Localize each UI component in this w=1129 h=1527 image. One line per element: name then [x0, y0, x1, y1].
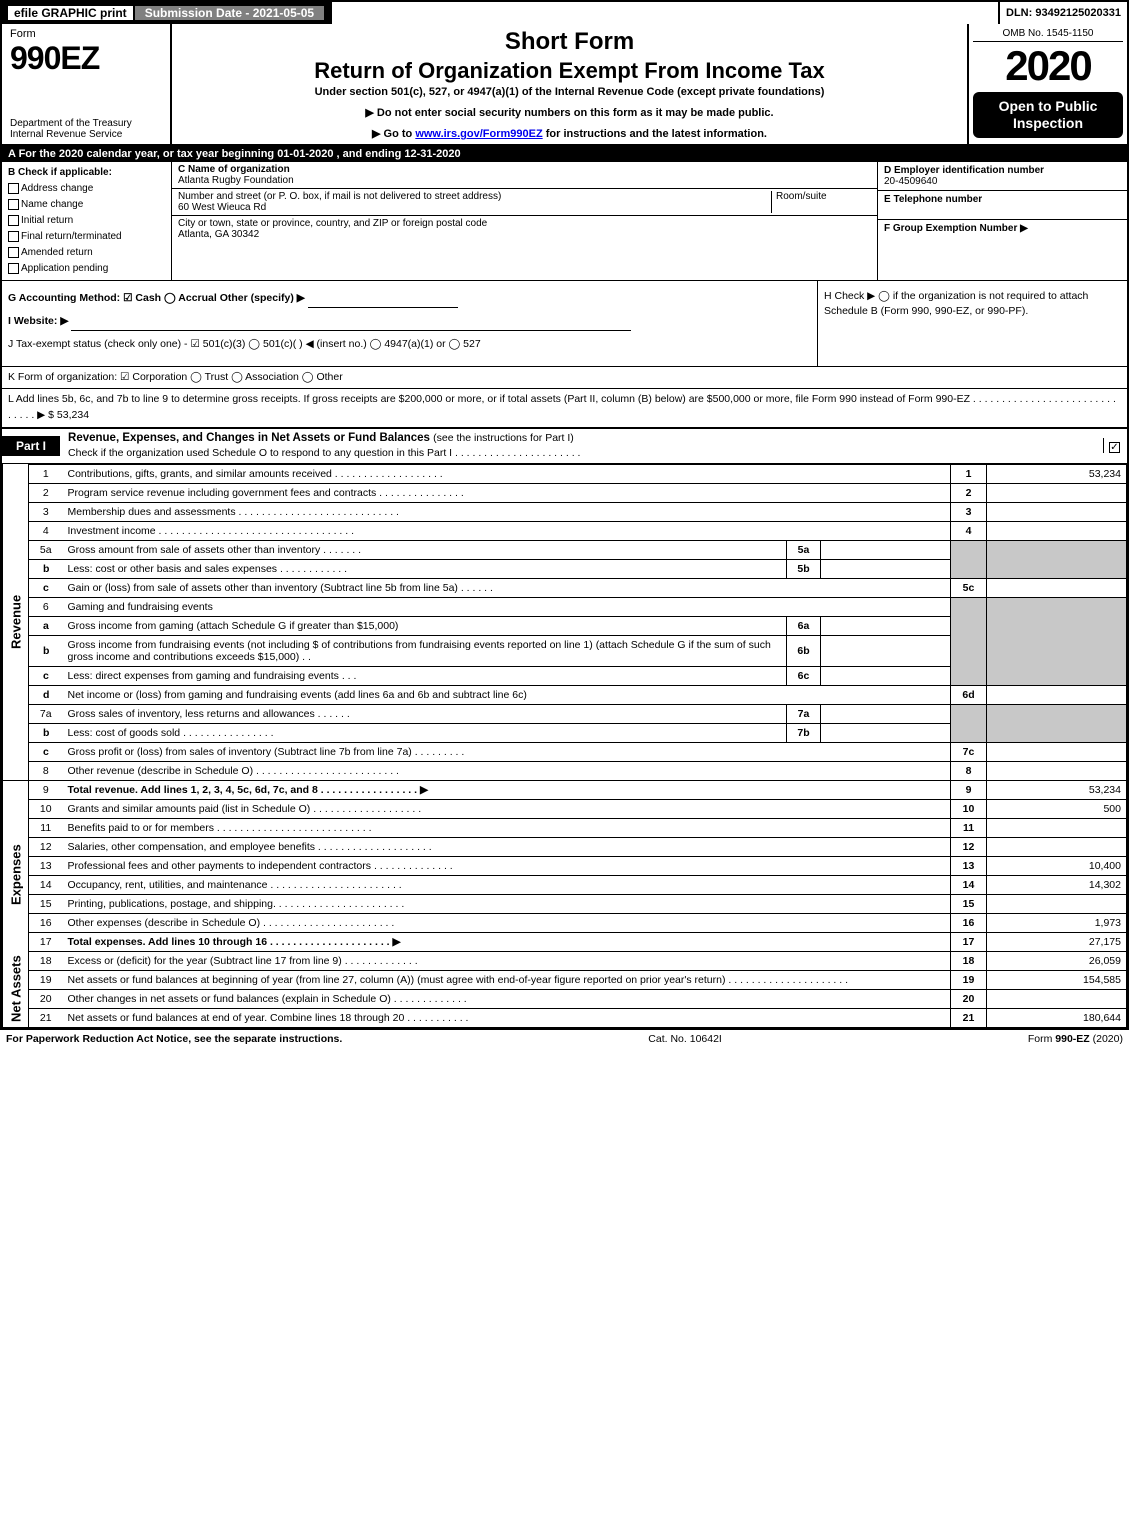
form-ref: Form 990-EZ (2020): [1028, 1033, 1123, 1045]
expenses-side-label: Expenses: [3, 799, 29, 951]
ssn-warning: ▶ Do not enter social security numbers o…: [180, 106, 959, 119]
cb-address-change[interactable]: Address change: [8, 181, 165, 197]
form-subtitle: Under section 501(c), 527, or 4947(a)(1)…: [180, 86, 959, 98]
cb-initial-return[interactable]: Initial return: [8, 213, 165, 229]
line-14: 14 Occupancy, rent, utilities, and maint…: [3, 875, 1127, 894]
catalog-number: Cat. No. 10642I: [648, 1033, 722, 1045]
line-18: Net Assets 18 Excess or (deficit) for th…: [3, 951, 1127, 970]
line-21-amount: 180,644: [987, 1008, 1127, 1027]
part-i-schedule-o-note: Check if the organization used Schedule …: [68, 447, 580, 459]
org-name-value: Atlanta Rugby Foundation: [178, 175, 294, 186]
submission-date: Submission Date - 2021-05-05: [135, 6, 326, 20]
line-4: 4 Investment income . . . . . . . . . . …: [3, 521, 1127, 540]
section-b-checkboxes: B Check if applicable: Address change Na…: [2, 162, 172, 280]
street-value: 60 West Wieuca Rd: [178, 202, 266, 213]
form-990ez-page: efile GRAPHIC print Submission Date - 20…: [0, 0, 1129, 1030]
section-d-e-f: D Employer identification number 20-4509…: [877, 162, 1127, 280]
section-c-name-address: C Name of organization Atlanta Rugby Fou…: [172, 162, 877, 280]
revenue-side-label: Revenue: [3, 464, 29, 780]
line-l-gross-receipts: L Add lines 5b, 6c, and 7b to line 9 to …: [2, 389, 1127, 428]
line-19: 19 Net assets or fund balances at beginn…: [3, 970, 1127, 989]
omb-number: OMB No. 1545-1150: [973, 28, 1123, 42]
cb-application-pending[interactable]: Application pending: [8, 261, 165, 277]
line-19-amount: 154,585: [987, 970, 1127, 989]
line-6: 6 Gaming and fundraising events: [3, 597, 1127, 616]
line-17: 17 Total expenses. Add lines 10 through …: [3, 932, 1127, 951]
efile-print-label: efile GRAPHIC print: [8, 6, 135, 20]
section-h-schedule-b: H Check ▶ ◯ if the organization is not r…: [817, 281, 1127, 366]
part-i-checkbox[interactable]: [1103, 438, 1127, 453]
tax-year: 2020: [973, 42, 1123, 90]
line-1: Revenue 1 Contributions, gifts, grants, …: [3, 464, 1127, 483]
tax-exempt-status-line: J Tax-exempt status (check only one) - ☑…: [8, 335, 811, 354]
form-number: 990EZ: [10, 40, 162, 77]
line-16: 16 Other expenses (describe in Schedule …: [3, 913, 1127, 932]
top-bar: efile GRAPHIC print Submission Date - 20…: [2, 2, 1127, 24]
org-name-label: C Name of organization: [178, 164, 290, 175]
line-11: 11 Benefits paid to or for members . . .…: [3, 818, 1127, 837]
room-suite: Room/suite: [771, 191, 871, 213]
line-9: 9 Total revenue. Add lines 1, 2, 3, 4, 5…: [3, 780, 1127, 799]
group-exemption-label: F Group Exemption Number ▶: [884, 223, 1028, 234]
line-13: 13 Professional fees and other payments …: [3, 856, 1127, 875]
city-value: Atlanta, GA 30342: [178, 229, 259, 240]
title-center: Short Form Return of Organization Exempt…: [172, 24, 967, 144]
ein-label: D Employer identification number: [884, 165, 1044, 176]
paperwork-notice: For Paperwork Reduction Act Notice, see …: [6, 1033, 342, 1045]
line-10-amount: 500: [987, 799, 1127, 818]
line-15: 15 Printing, publications, postage, and …: [3, 894, 1127, 913]
entity-block: B Check if applicable: Address change Na…: [2, 162, 1127, 281]
telephone-label: E Telephone number: [884, 194, 982, 205]
line-8: 8 Other revenue (describe in Schedule O)…: [3, 761, 1127, 780]
website-line: I Website: ▶: [8, 312, 811, 331]
instructions-link-line: ▶ Go to www.irs.gov/Form990EZ for instru…: [180, 127, 959, 140]
line-5c: c Gain or (loss) from sale of assets oth…: [3, 578, 1127, 597]
form-word: Form: [10, 28, 162, 40]
line-16-amount: 1,973: [987, 913, 1127, 932]
line-13-amount: 10,400: [987, 856, 1127, 875]
part-i-tag: Part I: [2, 436, 60, 456]
check-if-applicable-label: B Check if applicable:: [8, 165, 165, 181]
line-20: 20 Other changes in net assets or fund b…: [3, 989, 1127, 1008]
street-label: Number and street (or P. O. box, if mail…: [178, 191, 501, 202]
line-2: 2 Program service revenue including gove…: [3, 483, 1127, 502]
line-10: Expenses 10 Grants and similar amounts p…: [3, 799, 1127, 818]
line-18-amount: 26,059: [987, 951, 1127, 970]
line-3: 3 Membership dues and assessments . . . …: [3, 502, 1127, 521]
short-form-label: Short Form: [180, 28, 959, 56]
ein-value: 20-4509640: [884, 176, 937, 187]
cb-amended-return[interactable]: Amended return: [8, 245, 165, 261]
form-title: Return of Organization Exempt From Incom…: [180, 58, 959, 84]
line-k-form-of-org: K Form of organization: ☑ Corporation ◯ …: [2, 367, 1127, 390]
line-14-amount: 14,302: [987, 875, 1127, 894]
city-label: City or town, state or province, country…: [178, 218, 487, 229]
irs-link[interactable]: www.irs.gov/Form990EZ: [415, 128, 542, 140]
line-1-amount: 53,234: [987, 464, 1127, 483]
accounting-method-line: G Accounting Method: ☑ Cash ◯ Accrual Ot…: [8, 289, 811, 308]
department-line: Department of the Treasury Internal Reve…: [10, 118, 162, 140]
line-7c: c Gross profit or (loss) from sales of i…: [3, 742, 1127, 761]
tax-year-line: A For the 2020 calendar year, or tax yea…: [2, 146, 1127, 162]
line-5a: 5a Gross amount from sale of assets othe…: [3, 540, 1127, 559]
net-assets-side-label: Net Assets: [3, 951, 29, 1027]
line-6d: d Net income or (loss) from gaming and f…: [3, 685, 1127, 704]
form-id-block: Form 990EZ Department of the Treasury In…: [2, 24, 172, 144]
open-public-badge: Open to Public Inspection: [973, 92, 1123, 138]
part-i-header: Part I Revenue, Expenses, and Changes in…: [2, 428, 1127, 464]
cb-final-return[interactable]: Final return/terminated: [8, 229, 165, 245]
title-row: Form 990EZ Department of the Treasury In…: [2, 24, 1127, 146]
line-9-total-revenue: 53,234: [987, 780, 1127, 799]
cb-name-change[interactable]: Name change: [8, 197, 165, 213]
accounting-website-row: G Accounting Method: ☑ Cash ◯ Accrual Ot…: [2, 281, 1127, 367]
line-12: 12 Salaries, other compensation, and emp…: [3, 837, 1127, 856]
title-right: OMB No. 1545-1150 2020 Open to Public In…: [967, 24, 1127, 144]
line-7a: 7a Gross sales of inventory, less return…: [3, 704, 1127, 723]
dln-number: DLN: 93492125020331: [998, 2, 1127, 24]
line-21: 21 Net assets or fund balances at end of…: [3, 1008, 1127, 1027]
lines-table: Revenue 1 Contributions, gifts, grants, …: [2, 464, 1127, 1028]
page-footer: For Paperwork Reduction Act Notice, see …: [0, 1030, 1129, 1048]
part-i-title: Revenue, Expenses, and Changes in Net As…: [68, 432, 430, 444]
line-17-total-expenses: 27,175: [987, 932, 1127, 951]
